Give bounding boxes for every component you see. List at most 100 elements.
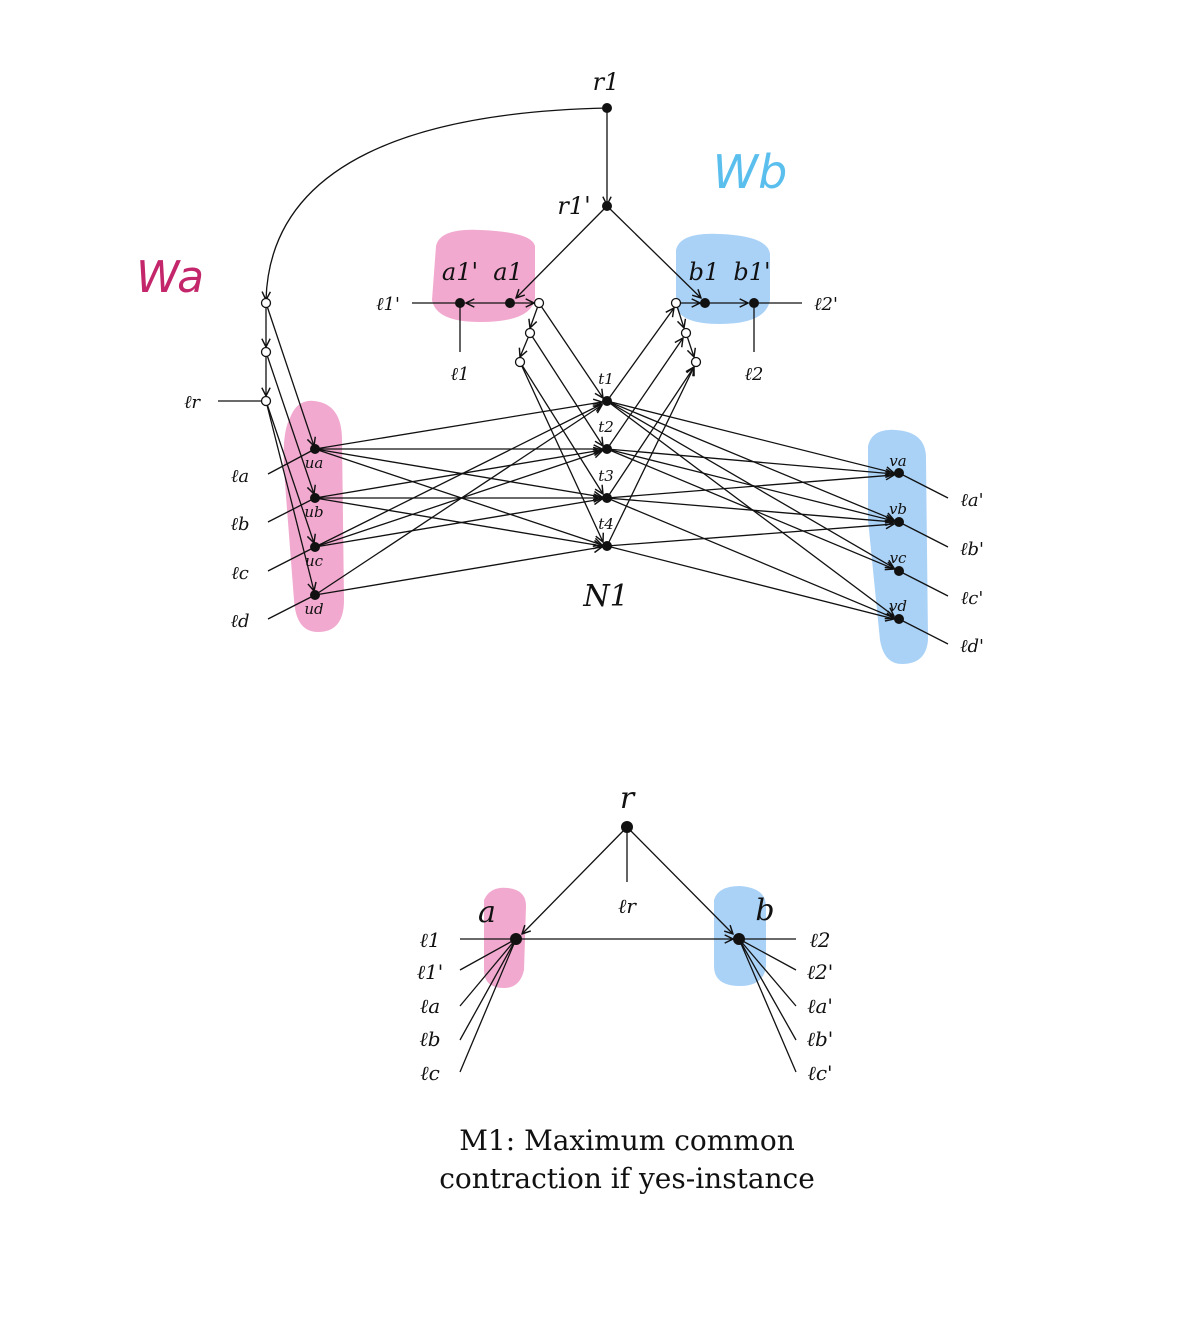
node-y3 (690, 356, 702, 368)
node-ub (310, 493, 320, 503)
label-b1: b1 (689, 258, 720, 286)
label-ub: ub (304, 503, 323, 521)
edge-vb-lbp (898, 521, 949, 548)
tree-label-l1: ℓ1 (419, 928, 440, 952)
edge-uc-lc (267, 546, 316, 572)
tree-label-a: a (478, 895, 496, 930)
network-label: N1 (582, 579, 628, 614)
label-va: va (889, 452, 906, 470)
label-lc: ℓc (231, 563, 249, 584)
node-r1p (602, 201, 612, 211)
edge-ua-la (267, 448, 316, 475)
edge-w3-ud (265, 400, 314, 591)
node-t4 (602, 541, 612, 551)
node-t2 (602, 444, 612, 454)
edge-w2-ub (265, 351, 314, 494)
edge-t3-y3 (606, 367, 694, 499)
edge-t2-vb (606, 448, 894, 521)
edge-uc-t3 (314, 499, 602, 548)
label-l1: ℓ1 (451, 364, 470, 385)
edge-ua-t3 (314, 448, 602, 497)
tree-edge-b-l2p (738, 938, 797, 971)
edge-ub-t2 (314, 450, 602, 499)
tree-edge-r-b (626, 826, 733, 934)
tree-label-r: r (620, 781, 636, 816)
tree-edge-a-la (459, 938, 517, 1007)
label-ld: ℓd (230, 611, 249, 632)
edge-x1-t1 (538, 302, 603, 398)
label-t4: t4 (598, 515, 614, 533)
label-vd: vd (889, 597, 907, 615)
edge-t4-y3 (606, 367, 694, 547)
edge-va-lap (898, 472, 949, 499)
edge-t2-y2 (606, 338, 683, 450)
tree-label-l2p: ℓ2' (807, 960, 834, 984)
tree-label-b: b (755, 893, 774, 928)
edge-t1-y1 (606, 308, 674, 402)
label-lbp: ℓb' (960, 539, 984, 560)
node-x3 (514, 356, 526, 368)
node-r1 (602, 103, 612, 113)
edge-ub-t4 (314, 497, 602, 546)
annotation-wb: Wb (713, 145, 788, 199)
node-vc (894, 566, 904, 576)
edge-vc-lcp (898, 570, 949, 597)
edge-x3-t3 (519, 361, 603, 494)
edge-r1p-a1 (516, 205, 608, 298)
node-y2 (680, 327, 692, 339)
tree-label-lc: ℓc (420, 1061, 440, 1085)
edge-t3-vb (606, 497, 894, 522)
label-lap: ℓa' (960, 490, 983, 511)
network-nodes (260, 103, 904, 624)
tree-label-l2: ℓ2 (809, 928, 830, 952)
node-a1p (455, 298, 465, 308)
edge-t2-va (606, 448, 894, 474)
tree-label-lcp: ℓc' (807, 1061, 832, 1085)
label-a1p: a1' (442, 258, 478, 286)
edge-r1-w1 (266, 107, 608, 300)
node-y1 (670, 297, 682, 309)
node-w2 (260, 346, 272, 358)
label-ldp: ℓd' (960, 636, 984, 657)
tree-labels: r a b ℓr ℓ1 ℓ1' ℓa ℓb ℓc ℓ2 ℓ2' ℓa' ℓb' … (417, 781, 834, 1195)
edge-uc-t2 (314, 451, 602, 548)
tree-node-b (733, 933, 745, 945)
node-a1 (505, 298, 515, 308)
label-lcp: ℓc' (961, 588, 984, 609)
edge-t3-vd (606, 497, 894, 618)
label-ua: ua (305, 454, 324, 472)
label-a1: a1 (493, 258, 523, 286)
edge-t4-vd (606, 545, 894, 619)
tree-label-la: ℓa (420, 994, 440, 1018)
node-w3 (260, 395, 272, 407)
edge-t1-va (606, 400, 894, 473)
network-edges (218, 107, 949, 645)
highlight-u-column (283, 400, 344, 632)
label-lb: ℓb (230, 514, 249, 535)
node-va (894, 468, 904, 478)
tree-edge-a-lc (459, 938, 517, 1073)
node-ua (310, 444, 320, 454)
node-x1 (533, 297, 545, 309)
annotations: Wa Wb (136, 145, 787, 303)
node-vd (894, 614, 904, 624)
tree-label-lbp: ℓb' (807, 1027, 834, 1051)
annotation-wa: Wa (136, 252, 204, 303)
edge-t4-vb (606, 524, 894, 547)
tree-edges (459, 826, 797, 1073)
label-r1: r1 (593, 68, 620, 96)
tree-caption-line1: M1: Maximum common (459, 1124, 795, 1157)
highlight-a (484, 887, 526, 988)
tree-label-lap: ℓa' (807, 994, 833, 1018)
node-x2 (524, 327, 536, 339)
label-t1: t1 (598, 370, 614, 388)
label-t2: t2 (598, 418, 614, 436)
edge-r1p-b1 (606, 205, 701, 298)
node-vb (894, 517, 904, 527)
edge-t2-vc (606, 448, 894, 569)
label-r1p: r1' (557, 192, 590, 220)
tree-nodes (510, 821, 745, 945)
node-t1 (602, 396, 612, 406)
tree-edge-b-lcp (738, 938, 797, 1073)
